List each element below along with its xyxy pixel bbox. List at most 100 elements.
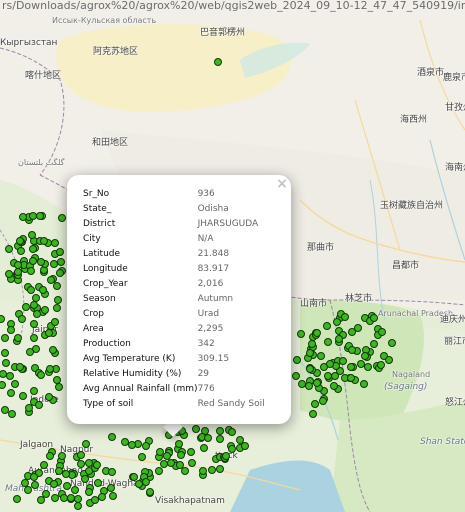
crop-marker[interactable] [40,306,49,315]
crop-marker[interactable] [28,212,37,221]
crop-marker[interactable] [85,488,94,497]
crop-marker[interactable] [17,247,26,256]
crop-marker[interactable] [1,405,10,414]
crop-marker[interactable] [62,481,71,490]
crop-marker[interactable] [77,459,86,468]
crop-marker[interactable] [47,276,56,285]
crop-marker[interactable] [94,479,103,488]
crop-marker[interactable] [57,451,66,460]
crop-marker[interactable] [8,410,17,419]
crop-marker[interactable] [166,459,175,468]
crop-marker[interactable] [73,502,82,511]
crop-marker[interactable] [30,386,39,395]
crop-marker[interactable] [13,494,22,503]
crop-marker[interactable] [28,256,37,265]
crop-marker[interactable] [24,485,33,494]
crop-marker[interactable] [54,382,63,391]
crop-marker[interactable] [10,380,19,389]
crop-marker[interactable] [32,309,41,318]
crop-marker[interactable] [213,57,222,66]
crop-marker[interactable] [5,270,14,279]
crop-marker[interactable] [7,325,16,334]
crop-marker[interactable] [55,247,64,256]
crop-marker[interactable] [38,286,47,295]
crop-marker[interactable] [354,324,363,333]
crop-marker[interactable] [384,356,393,364]
crop-marker[interactable] [7,388,16,397]
crop-marker[interactable] [39,460,48,469]
crop-marker[interactable] [176,461,185,470]
crop-marker[interactable] [208,465,217,474]
crop-marker[interactable] [357,359,366,368]
crop-marker[interactable] [360,379,369,388]
crop-marker[interactable] [108,432,117,441]
crop-marker[interactable] [30,480,39,489]
crop-marker[interactable] [292,372,301,381]
crop-marker[interactable] [1,359,10,368]
crop-marker[interactable] [227,445,236,454]
crop-marker[interactable] [340,313,349,322]
crop-marker[interactable] [77,450,86,459]
crop-marker[interactable] [378,327,387,336]
crop-marker[interactable] [106,483,115,492]
crop-marker[interactable] [27,230,36,239]
crop-marker[interactable] [334,335,343,344]
crop-marker[interactable] [162,452,171,461]
crop-marker[interactable] [55,269,64,278]
crop-marker[interactable] [312,328,321,337]
crop-marker[interactable] [1,334,10,343]
crop-marker[interactable] [370,339,379,348]
crop-marker[interactable] [45,393,54,402]
crop-marker[interactable] [128,441,137,450]
crop-marker[interactable] [30,473,39,482]
crop-marker[interactable] [312,379,321,388]
crop-marker[interactable] [27,285,36,294]
crop-marker[interactable] [292,355,301,364]
crop-marker[interactable] [39,236,48,245]
crop-marker[interactable] [50,259,59,268]
crop-marker[interactable] [346,374,355,383]
crop-marker[interactable] [25,348,34,357]
crop-marker[interactable] [85,467,94,476]
crop-marker[interactable] [324,372,333,381]
crop-marker[interactable] [29,245,38,254]
crop-marker[interactable] [34,401,43,410]
crop-marker[interactable] [37,370,46,379]
crop-marker[interactable] [141,441,150,450]
crop-marker[interactable] [41,489,50,498]
crop-marker[interactable] [317,351,326,360]
crop-marker[interactable] [377,361,386,370]
crop-marker[interactable] [70,485,79,494]
crop-marker[interactable] [215,464,224,473]
crop-marker[interactable] [215,427,224,436]
crop-marker[interactable] [35,469,44,478]
crop-marker[interactable] [221,452,230,461]
crop-marker[interactable] [73,494,82,503]
crop-marker[interactable] [307,339,316,348]
crop-marker[interactable] [84,459,93,467]
crop-marker[interactable] [108,468,117,477]
crop-marker[interactable] [186,447,195,456]
crop-marker[interactable] [57,257,66,266]
crop-marker[interactable] [29,320,38,329]
crop-marker[interactable] [155,466,164,475]
crop-marker[interactable] [339,330,348,339]
crop-marker[interactable] [192,424,201,433]
crop-marker[interactable] [174,439,183,448]
crop-marker[interactable] [91,496,100,505]
crop-marker[interactable] [15,363,24,372]
crop-marker[interactable] [364,363,373,372]
crop-marker[interactable] [53,304,62,313]
crop-marker[interactable] [305,365,314,374]
crop-marker[interactable] [198,466,207,475]
crop-marker[interactable] [370,313,379,322]
crop-marker[interactable] [80,475,89,483]
crop-marker[interactable] [235,435,244,444]
crop-marker[interactable] [322,321,331,330]
crop-marker[interactable] [36,496,45,505]
crop-marker[interactable] [62,469,71,478]
crop-marker[interactable] [177,451,186,460]
crop-marker[interactable] [141,477,150,486]
crop-marker[interactable] [0,381,7,390]
crop-marker[interactable] [298,380,307,389]
